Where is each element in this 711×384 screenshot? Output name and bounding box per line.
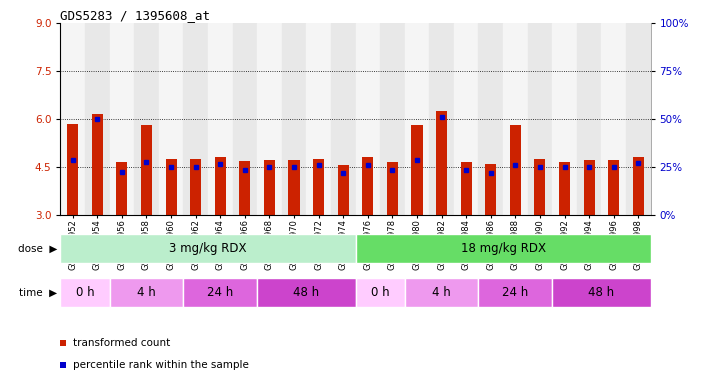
Bar xyxy=(60,278,109,308)
Text: 0 h: 0 h xyxy=(75,286,95,299)
Bar xyxy=(577,23,602,215)
Bar xyxy=(356,234,651,263)
Bar xyxy=(363,157,373,215)
Bar xyxy=(528,23,552,215)
Bar xyxy=(584,160,594,215)
Bar xyxy=(313,159,324,215)
Text: 48 h: 48 h xyxy=(588,286,614,299)
Text: 3 mg/kg RDX: 3 mg/kg RDX xyxy=(169,242,247,255)
Bar xyxy=(134,23,159,215)
Bar xyxy=(289,160,299,215)
Bar xyxy=(60,23,85,215)
Text: dose  ▶: dose ▶ xyxy=(18,243,57,254)
Text: time  ▶: time ▶ xyxy=(18,288,57,298)
Text: 18 mg/kg RDX: 18 mg/kg RDX xyxy=(461,242,545,255)
Bar xyxy=(68,124,78,215)
Bar xyxy=(608,160,619,215)
Text: 0 h: 0 h xyxy=(370,286,390,299)
Bar xyxy=(454,23,479,215)
Bar xyxy=(166,159,176,215)
Bar xyxy=(141,126,152,215)
Bar xyxy=(552,278,651,308)
Bar xyxy=(208,23,232,215)
Bar xyxy=(356,23,380,215)
Text: transformed count: transformed count xyxy=(73,338,171,348)
Bar xyxy=(356,278,405,308)
Text: 24 h: 24 h xyxy=(502,286,528,299)
Bar xyxy=(306,23,331,215)
Text: 4 h: 4 h xyxy=(432,286,451,299)
Bar xyxy=(240,161,250,215)
Bar xyxy=(479,23,503,215)
Bar xyxy=(183,278,257,308)
Bar xyxy=(257,278,356,308)
Text: GDS5283 / 1395608_at: GDS5283 / 1395608_at xyxy=(60,9,210,22)
Bar xyxy=(338,166,348,215)
Bar xyxy=(412,126,422,215)
Bar xyxy=(60,234,356,263)
Bar xyxy=(479,278,552,308)
Bar xyxy=(331,23,356,215)
Bar xyxy=(159,23,183,215)
Bar xyxy=(405,278,479,308)
Bar xyxy=(387,162,398,215)
Bar xyxy=(109,23,134,215)
Bar xyxy=(485,164,496,215)
Bar xyxy=(215,157,226,215)
Bar xyxy=(117,162,127,215)
Bar xyxy=(461,162,471,215)
Bar xyxy=(92,114,103,215)
Text: 24 h: 24 h xyxy=(207,286,233,299)
Text: 48 h: 48 h xyxy=(293,286,319,299)
Bar xyxy=(535,159,545,215)
Bar xyxy=(190,159,201,215)
Bar xyxy=(602,23,626,215)
Bar xyxy=(510,126,521,215)
Bar xyxy=(282,23,306,215)
Bar xyxy=(559,162,570,215)
Bar xyxy=(633,157,643,215)
Text: percentile rank within the sample: percentile rank within the sample xyxy=(73,360,250,370)
Bar xyxy=(380,23,405,215)
Bar xyxy=(429,23,454,215)
Bar xyxy=(183,23,208,215)
Bar xyxy=(503,23,528,215)
Bar xyxy=(264,160,275,215)
Bar xyxy=(232,23,257,215)
Bar xyxy=(552,23,577,215)
Text: 4 h: 4 h xyxy=(137,286,156,299)
Bar xyxy=(436,111,447,215)
Bar xyxy=(405,23,429,215)
Bar xyxy=(257,23,282,215)
Bar xyxy=(85,23,109,215)
Bar xyxy=(109,278,183,308)
Bar xyxy=(626,23,651,215)
